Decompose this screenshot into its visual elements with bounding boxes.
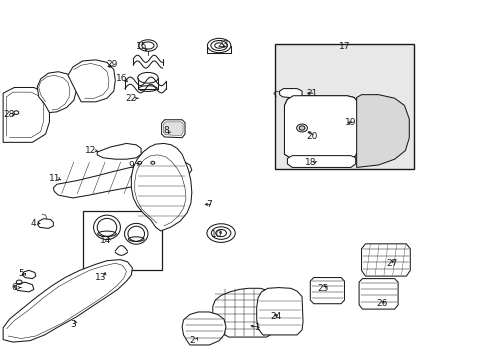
Text: 21: 21 xyxy=(305,89,317,98)
Text: 12: 12 xyxy=(85,146,97,155)
Text: 15: 15 xyxy=(136,42,147,51)
Text: 22: 22 xyxy=(125,94,137,103)
Polygon shape xyxy=(14,282,34,292)
Polygon shape xyxy=(287,156,355,167)
Text: 18: 18 xyxy=(304,158,315,167)
Text: 1: 1 xyxy=(255,323,261,332)
Text: 9: 9 xyxy=(128,161,134,170)
Polygon shape xyxy=(356,95,408,167)
Polygon shape xyxy=(97,143,141,159)
Text: 17: 17 xyxy=(338,42,349,51)
Polygon shape xyxy=(53,160,191,198)
Text: 14: 14 xyxy=(100,236,111,245)
Text: 3: 3 xyxy=(70,320,76,329)
Polygon shape xyxy=(358,279,397,309)
Polygon shape xyxy=(131,143,191,231)
Bar xyxy=(82,211,161,270)
Bar xyxy=(274,44,413,169)
Polygon shape xyxy=(279,89,302,98)
Text: 5: 5 xyxy=(18,269,24,278)
Ellipse shape xyxy=(299,126,305,130)
Text: 26: 26 xyxy=(376,299,387,308)
Text: 6: 6 xyxy=(11,283,17,292)
Polygon shape xyxy=(37,72,76,113)
Text: 13: 13 xyxy=(95,273,106,282)
Text: 24: 24 xyxy=(270,312,281,321)
Polygon shape xyxy=(38,219,53,228)
Text: 8: 8 xyxy=(163,126,169,135)
Text: 29: 29 xyxy=(106,60,117,69)
Text: 28: 28 xyxy=(4,110,15,119)
Polygon shape xyxy=(163,122,183,135)
Text: 11: 11 xyxy=(48,174,60,183)
Text: 19: 19 xyxy=(345,118,356,127)
Text: 25: 25 xyxy=(317,284,328,293)
Text: 7: 7 xyxy=(206,200,212,209)
Text: 23: 23 xyxy=(216,40,228,49)
Polygon shape xyxy=(361,244,409,276)
Polygon shape xyxy=(22,270,36,279)
Polygon shape xyxy=(3,87,49,142)
Text: 4: 4 xyxy=(30,219,36,228)
Text: 27: 27 xyxy=(386,259,397,268)
Polygon shape xyxy=(212,288,274,337)
Polygon shape xyxy=(68,60,115,102)
Polygon shape xyxy=(161,120,184,138)
Polygon shape xyxy=(3,260,132,342)
Polygon shape xyxy=(310,278,344,304)
Text: 2: 2 xyxy=(189,336,194,345)
Text: 20: 20 xyxy=(305,132,317,141)
Polygon shape xyxy=(256,288,303,335)
Text: 16: 16 xyxy=(116,75,127,84)
Polygon shape xyxy=(284,96,357,159)
Polygon shape xyxy=(182,312,225,345)
Text: 10: 10 xyxy=(210,230,222,239)
